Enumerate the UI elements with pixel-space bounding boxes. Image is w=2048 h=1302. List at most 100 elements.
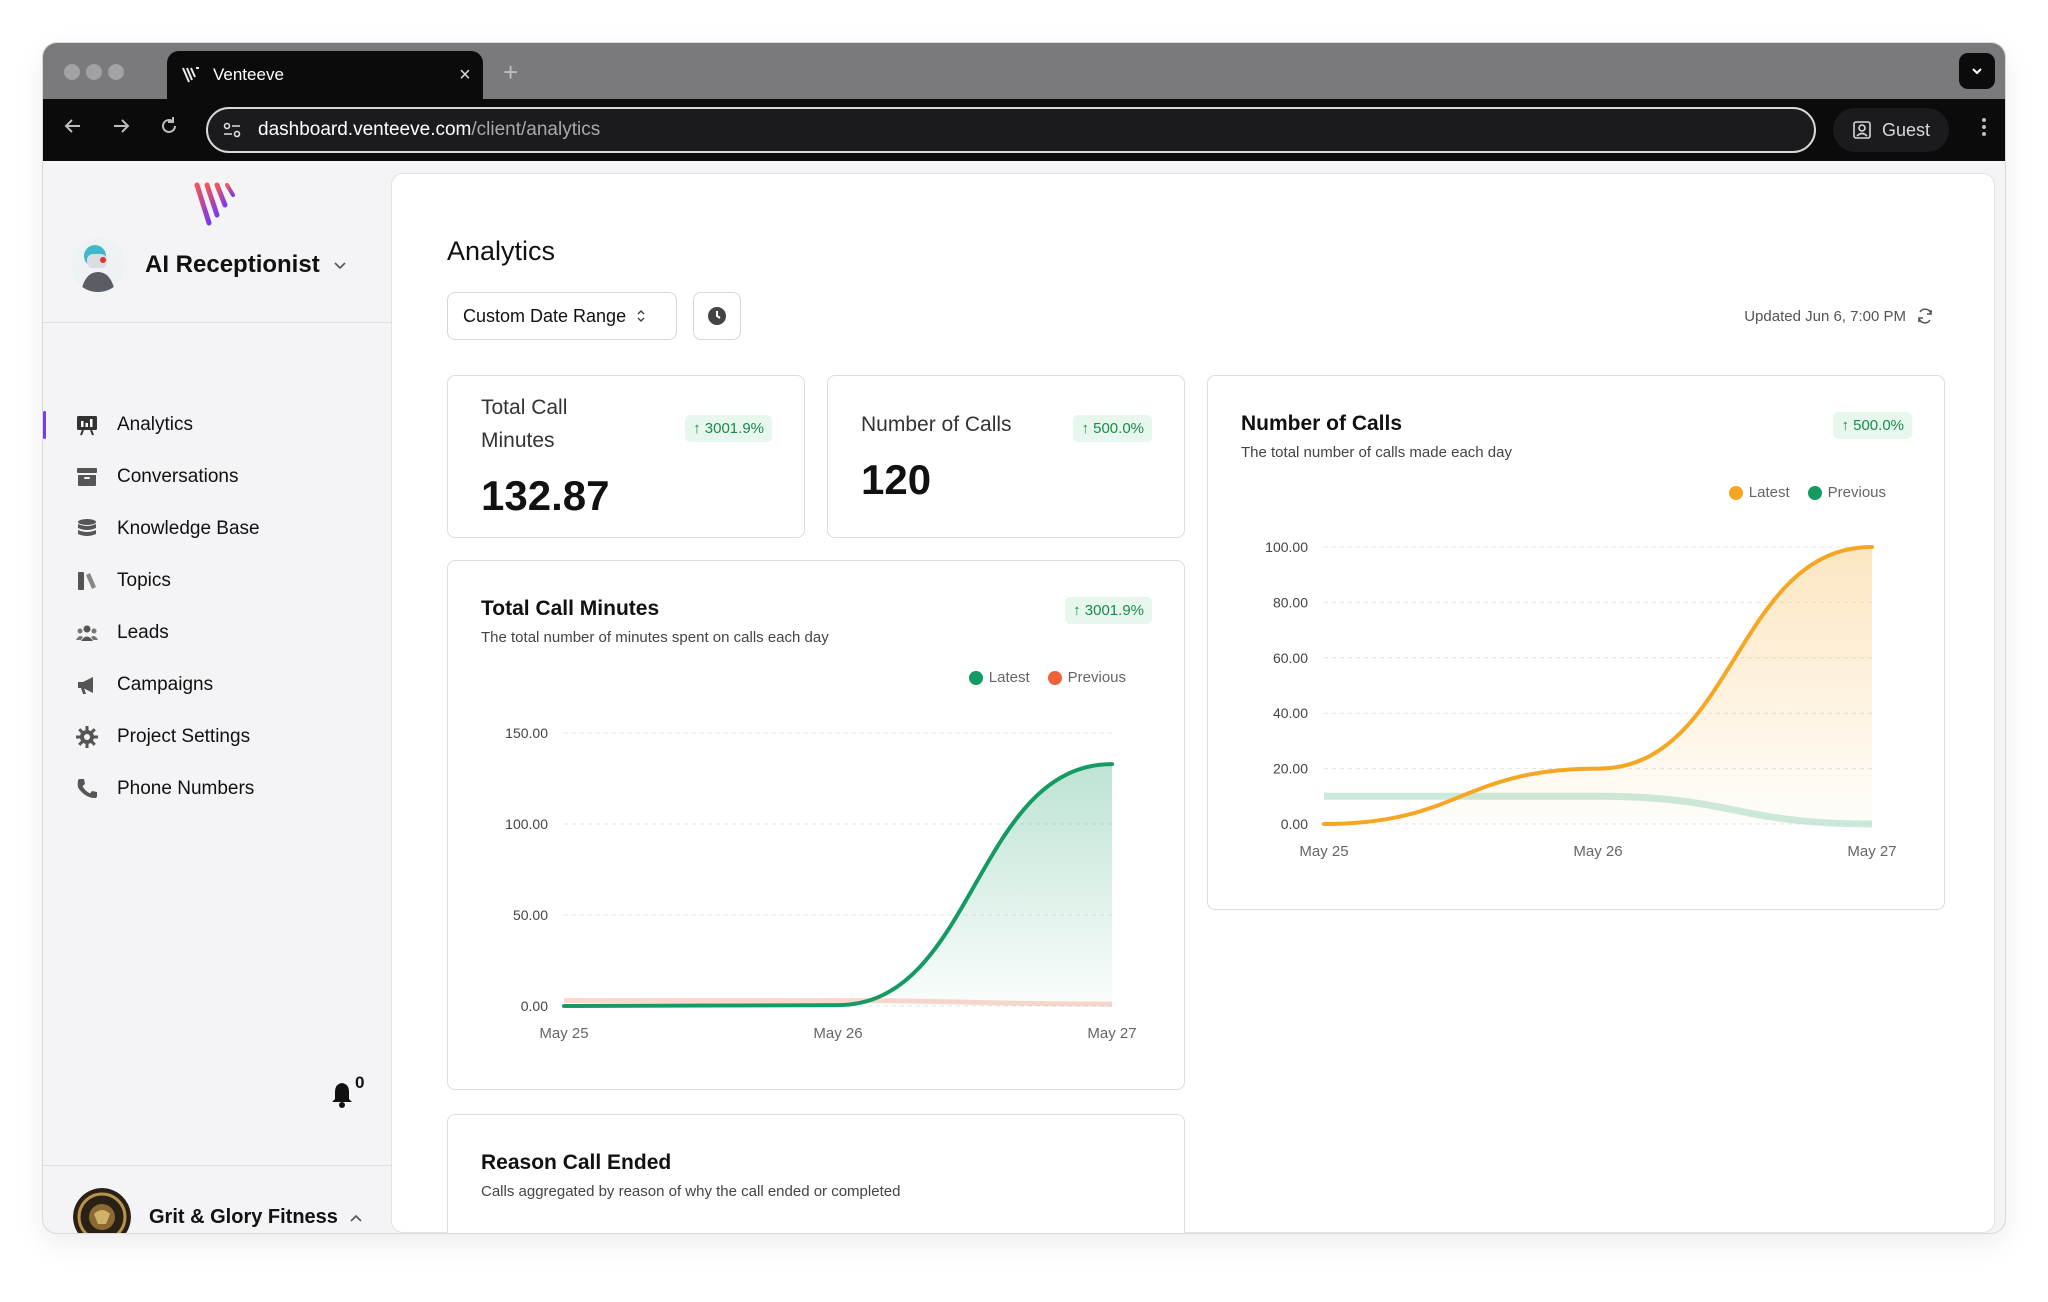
tab-close-icon[interactable]: ×: [459, 63, 471, 86]
sidebar-item-conversations[interactable]: Conversations: [43, 451, 391, 503]
sidebar-item-label: Leads: [117, 622, 169, 643]
database-icon: [78, 519, 96, 536]
sidebar-divider: [43, 322, 391, 323]
x-tick-label: May 27: [1847, 843, 1896, 860]
legend-label: Latest: [988, 669, 1030, 686]
phone-icon: [77, 779, 97, 798]
legend-item-latest[interactable]: Latest: [1728, 484, 1790, 501]
workspace-switcher[interactable]: AI Receptionist: [71, 237, 346, 293]
x-tick-label: May 25: [1299, 843, 1348, 860]
card-title: Reason Call Ended: [481, 1151, 672, 1174]
x-tick-label: May 26: [813, 1025, 862, 1042]
forward-arrow-icon[interactable]: [106, 115, 136, 143]
url-host: dashboard.venteeve.com: [258, 119, 472, 140]
sidebar-item-phone-numbers[interactable]: Phone Numbers: [43, 763, 391, 815]
browser-menu-icon[interactable]: [1981, 116, 1987, 144]
organization-switcher[interactable]: Grit & Glory Fitness: [73, 1187, 362, 1233]
sidebar-item-label: Phone Numbers: [117, 778, 255, 799]
legend-dot: [1728, 485, 1743, 500]
megaphone-icon: [78, 677, 93, 694]
kpi-label-line1: Total Call: [481, 396, 568, 419]
y-tick-label: 150.00: [505, 725, 548, 741]
main-panel: Analytics Custom Date Range Updated Jun …: [391, 173, 1995, 1233]
chart-legend: Latest Previous: [968, 669, 1126, 686]
tab-search-chevron-icon[interactable]: [1959, 53, 1995, 89]
legend-dot: [968, 670, 983, 685]
sidebar-item-topics[interactable]: Topics: [43, 555, 391, 607]
sidebar-item-project-settings[interactable]: Project Settings: [43, 711, 391, 763]
y-tick-label: 0.00: [521, 998, 548, 1014]
presentation-chart-icon: [77, 416, 97, 436]
guest-profile-button[interactable]: Guest: [1833, 108, 1949, 152]
date-range-label: Custom Date Range: [463, 305, 627, 326]
new-tab-button[interactable]: +: [503, 57, 519, 87]
profile-icon: [1853, 121, 1871, 139]
guest-label: Guest: [1881, 119, 1931, 140]
card-title: Number of Calls: [1241, 412, 1403, 435]
legend-item-previous[interactable]: Previous: [1807, 484, 1886, 501]
notification-count-badge: 0: [355, 1073, 365, 1092]
url-path: /client/analytics: [471, 119, 601, 140]
browser-titlebar: Venteeve × +: [43, 43, 2005, 99]
kpi-label: Number of Calls: [861, 413, 1012, 436]
sidebar-item-campaigns[interactable]: Campaigns: [43, 659, 391, 711]
refresh-icon[interactable]: [1916, 307, 1934, 325]
chart-legend: Latest Previous: [1728, 484, 1886, 501]
minimize-window-dot[interactable]: [86, 64, 102, 80]
series-line-latest: [562, 762, 1114, 1008]
y-tick-label: 20.00: [1273, 761, 1308, 777]
sidebar-item-label: Project Settings: [117, 726, 251, 747]
sidebar-bottom-divider: [43, 1165, 391, 1166]
browser-toolbar: dashboard.venteeve.com/client/analytics …: [43, 99, 2005, 161]
reload-icon[interactable]: [154, 115, 184, 143]
chevron-down-icon: [334, 257, 346, 273]
sidebar-item-analytics[interactable]: Analytics: [43, 399, 391, 451]
bell-icon[interactable]: [329, 1081, 355, 1109]
clock-icon: [708, 307, 726, 325]
legend-item-previous[interactable]: Previous: [1047, 669, 1126, 686]
close-window-dot[interactable]: [64, 64, 80, 80]
sidebar-item-label: Knowledge Base: [117, 518, 260, 539]
tab-title: Venteeve: [213, 65, 284, 84]
sort-chevrons-icon: [636, 308, 646, 324]
x-tick-label: May 25: [539, 1025, 588, 1042]
sidebar-item-knowledge-base[interactable]: Knowledge Base: [43, 503, 391, 555]
history-button[interactable]: [693, 292, 741, 340]
card-subtitle: The total number of minutes spent on cal…: [481, 629, 829, 646]
kpi-value: 132.87: [481, 472, 610, 519]
change-badge: ↑ 3001.9%: [1065, 597, 1152, 624]
date-range-select[interactable]: Custom Date Range: [447, 292, 677, 340]
change-badge: ↑ 3001.9%: [685, 415, 772, 442]
x-tick-label: May 27: [1087, 1025, 1136, 1042]
org-name: Grit & Glory Fitness: [149, 1205, 338, 1228]
y-tick-label: 0.00: [1281, 816, 1308, 832]
y-tick-label: 100.00: [1265, 539, 1308, 555]
number-of-calls-chart: 0.00 20.00 40.00 60.00 80.00 100.00 May 25 May …: [1265, 539, 1896, 860]
org-logo: [73, 1188, 131, 1233]
change-badge: ↑ 500.0%: [1833, 412, 1912, 439]
sidebar-item-leads[interactable]: Leads: [43, 607, 391, 659]
card-subtitle: Calls aggregated by reason of why the ca…: [481, 1183, 901, 1200]
page-title: Analytics: [447, 236, 556, 266]
venteeve-logo-icon[interactable]: [193, 181, 241, 227]
browser-tab[interactable]: Venteeve ×: [167, 51, 483, 99]
card-title: Total Call Minutes: [481, 597, 660, 620]
y-tick-label: 100.00: [505, 816, 548, 832]
series-line-latest: [1322, 545, 1874, 826]
chart-card-total-minutes: Total Call Minutes The total number of m…: [447, 560, 1185, 1090]
kpi-value: 120: [861, 456, 932, 503]
sidebar-item-label: Topics: [117, 570, 171, 591]
last-updated: Updated Jun 6, 7:00 PM: [1744, 307, 1934, 325]
y-tick-label: 50.00: [513, 907, 548, 923]
legend-item-latest[interactable]: Latest: [968, 669, 1030, 686]
y-tick-label: 60.00: [1273, 650, 1308, 666]
kpi-card-total-minutes: Total Call Minutes ↑ 3001.9% 132.87: [447, 375, 805, 538]
maximize-window-dot[interactable]: [108, 64, 124, 80]
site-settings-icon[interactable]: [220, 118, 244, 142]
x-tick-label: May 26: [1573, 843, 1622, 860]
gear-icon: [76, 726, 98, 748]
legend-label: Latest: [1748, 484, 1790, 501]
back-arrow-icon[interactable]: [58, 115, 88, 143]
sidebar-item-label: Conversations: [117, 466, 239, 487]
address-bar[interactable]: dashboard.venteeve.com/client/analytics: [206, 107, 1816, 153]
